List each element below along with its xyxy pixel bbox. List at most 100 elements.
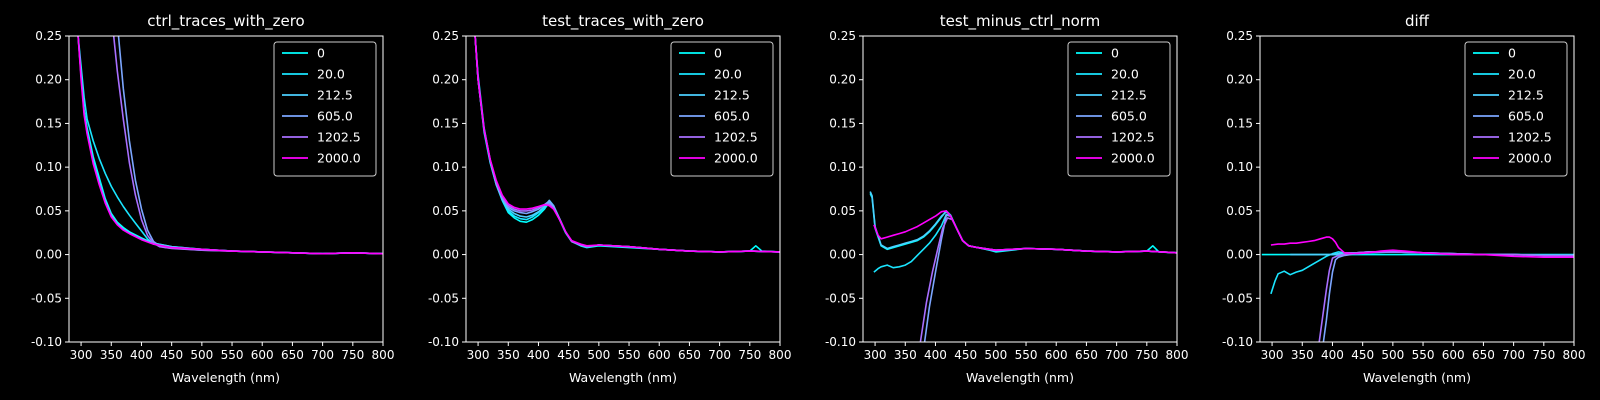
y-tick-label: 0.00 xyxy=(829,248,856,262)
y-tick-label: 0.15 xyxy=(432,116,459,130)
x-tick-label: 700 xyxy=(708,348,731,362)
y-tick-label: 0.25 xyxy=(35,29,62,43)
series-group xyxy=(474,36,780,253)
legend-box xyxy=(273,41,377,177)
legend-label: 0 xyxy=(1508,46,1516,61)
legend: 0 20.0 212.5 605.0 1202.5 2000.0 xyxy=(670,41,774,177)
legend-label: 0 xyxy=(317,46,325,61)
x-tick-label: 450 xyxy=(160,348,183,362)
x-tick-label: 600 xyxy=(1045,348,1068,362)
x-tick-label: 550 xyxy=(1412,348,1435,362)
legend-label: 20.0 xyxy=(714,67,742,82)
panel-title: test_traces_with_zero xyxy=(542,12,704,31)
y-tick-label: -0.05 xyxy=(825,291,856,305)
x-tick-label: 500 xyxy=(587,348,610,362)
y-tick-label: 0.05 xyxy=(432,204,459,218)
axes-frame xyxy=(862,35,1178,343)
legend-label: 212.5 xyxy=(1508,88,1544,103)
series-group xyxy=(869,191,1177,342)
axes-frame xyxy=(1259,35,1575,343)
x-tick-label: 800 xyxy=(372,348,395,362)
x-tick-label: 450 xyxy=(1351,348,1374,362)
axes-frame xyxy=(68,35,384,343)
y-tick-label: 0.05 xyxy=(1226,204,1253,218)
legend-label: 1202.5 xyxy=(1508,130,1552,145)
legend-label: 1202.5 xyxy=(714,130,758,145)
y-tick-label: 0.00 xyxy=(35,248,62,262)
legend-label: 20.0 xyxy=(1508,67,1536,82)
x-tick-label: 700 xyxy=(311,348,334,362)
x-tick-label: 800 xyxy=(1166,348,1189,362)
series-group xyxy=(1261,236,1574,342)
x-axis-label: Wavelength (nm) xyxy=(172,370,280,385)
panel-title: test_minus_ctrl_norm xyxy=(940,12,1101,31)
x-tick-label: 300 xyxy=(467,348,490,362)
y-tick-label: -0.05 xyxy=(31,291,62,305)
x-tick-label: 800 xyxy=(769,348,792,362)
x-tick-label: 700 xyxy=(1502,348,1525,362)
x-tick-label: 550 xyxy=(618,348,641,362)
y-tick-label: 0.20 xyxy=(829,73,856,87)
panel-diff: diff Wavelength (nm) 300 350 400 450 500 550 6… xyxy=(1222,12,1586,385)
y-tick-label: -0.05 xyxy=(1222,291,1253,305)
series-line-2000.0 xyxy=(1270,236,1574,259)
legend: 0 20.0 212.5 605.0 1202.5 2000.0 xyxy=(1464,41,1568,177)
y-tick-label: 0.20 xyxy=(432,73,459,87)
y-tick-label: -0.05 xyxy=(428,291,459,305)
legend-box xyxy=(1067,41,1171,177)
legend-label: 212.5 xyxy=(714,88,750,103)
y-tick-label: 0.20 xyxy=(35,73,62,87)
x-axis-label: Wavelength (nm) xyxy=(1363,370,1471,385)
y-tick-label: 0.10 xyxy=(1226,160,1253,174)
legend-box xyxy=(670,41,774,177)
x-tick-label: 700 xyxy=(1105,348,1128,362)
legend-label: 2000.0 xyxy=(317,151,361,166)
y-tick-label: 0.05 xyxy=(35,204,62,218)
x-tick-label: 350 xyxy=(1291,348,1314,362)
y-tick-label: 0.10 xyxy=(35,160,62,174)
x-tick-label: 600 xyxy=(1442,348,1465,362)
legend-label: 2000.0 xyxy=(1508,151,1552,166)
legend-label: 1202.5 xyxy=(317,130,361,145)
x-tick-label: 500 xyxy=(190,348,213,362)
x-tick-label: 500 xyxy=(984,348,1007,362)
x-tick-label: 300 xyxy=(1261,348,1284,362)
legend-label: 0 xyxy=(714,46,722,61)
x-tick-label: 400 xyxy=(130,348,153,362)
x-tick-label: 750 xyxy=(341,348,364,362)
legend-label: 20.0 xyxy=(317,67,345,82)
y-tick-label: 0.15 xyxy=(35,116,62,130)
panel-ctrl-traces: ctrl_traces_with_zero Wavelength (nm) 30… xyxy=(31,12,395,385)
x-tick-label: 750 xyxy=(1532,348,1555,362)
panel-test-traces: test_traces_with_zero Wavelength (nm) 30… xyxy=(428,12,792,385)
x-axis-label: Wavelength (nm) xyxy=(966,370,1074,385)
y-tick-label: 0.15 xyxy=(829,116,856,130)
y-tick-label: -0.10 xyxy=(428,335,459,349)
legend-label: 605.0 xyxy=(1111,109,1147,124)
x-tick-label: 750 xyxy=(1135,348,1158,362)
x-tick-label: 350 xyxy=(894,348,917,362)
x-tick-label: 550 xyxy=(1015,348,1038,362)
x-tick-label: 350 xyxy=(100,348,123,362)
y-tick-label: 0.25 xyxy=(829,29,856,43)
x-tick-label: 400 xyxy=(527,348,550,362)
series-line-2000.0 xyxy=(77,36,383,255)
y-tick-label: -0.10 xyxy=(1222,335,1253,349)
x-tick-label: 650 xyxy=(1472,348,1495,362)
legend: 0 20.0 212.5 605.0 1202.5 2000.0 xyxy=(273,41,377,177)
x-tick-label: 550 xyxy=(221,348,244,362)
series-line-2000.0 xyxy=(873,210,1177,254)
y-tick-label: 0.10 xyxy=(829,160,856,174)
series-group xyxy=(77,36,383,255)
legend-label: 212.5 xyxy=(317,88,353,103)
x-tick-label: 650 xyxy=(281,348,304,362)
x-axis-label: Wavelength (nm) xyxy=(569,370,677,385)
legend-label: 2000.0 xyxy=(714,151,758,166)
y-tick-label: 0.20 xyxy=(1226,73,1253,87)
legend-label: 605.0 xyxy=(317,109,353,124)
y-tick-label: -0.10 xyxy=(825,335,856,349)
y-tick-label: 0.10 xyxy=(432,160,459,174)
series-line-2000.0 xyxy=(474,36,780,253)
y-tick-label: 0.25 xyxy=(1226,29,1253,43)
